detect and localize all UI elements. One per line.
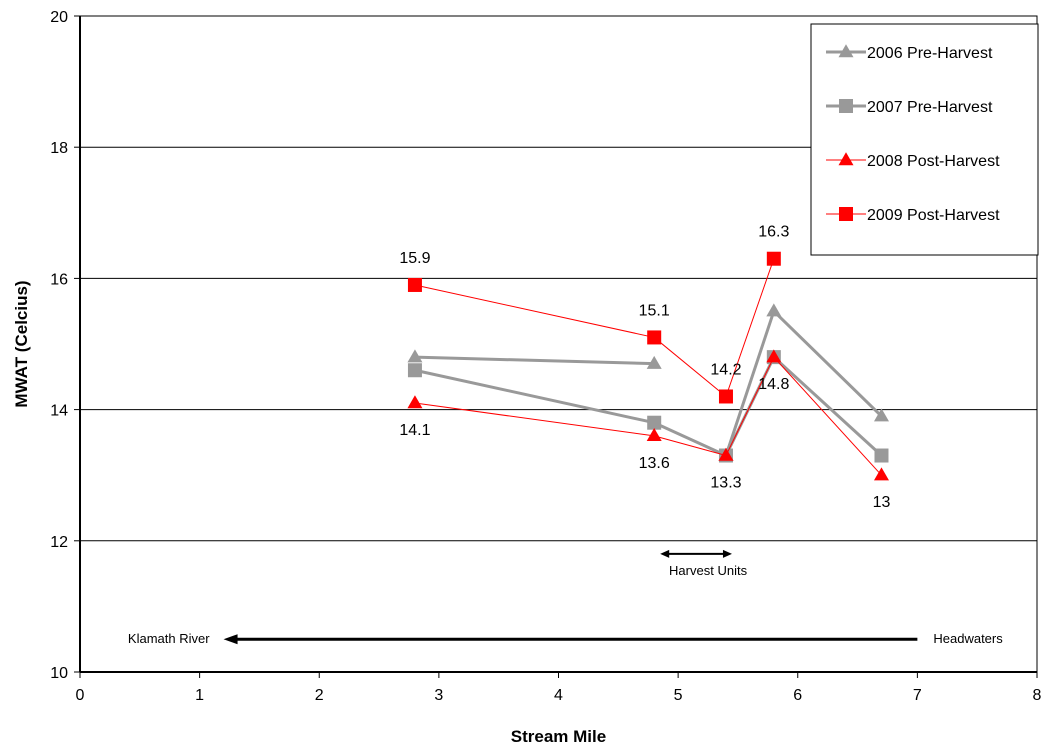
series-2-point-0 xyxy=(407,395,423,409)
series-3 xyxy=(407,251,781,404)
headwaters-label: Headwaters xyxy=(933,631,1003,646)
series-2-point-2 xyxy=(718,447,734,461)
series-2-point-3 xyxy=(766,349,782,363)
data-label-7: 13.3 xyxy=(710,475,741,492)
legend-label-1: 2007 Pre-Harvest xyxy=(867,99,993,116)
x-axis-ticks: 0 1 2 3 4 5 6 7 8 xyxy=(76,672,1042,704)
data-label-8: 13 xyxy=(873,494,891,511)
legend-label-3: 2009 Post-Harvest xyxy=(867,207,1000,224)
series-3-point-3 xyxy=(766,251,781,266)
y-tick-label-12: 12 xyxy=(50,534,68,551)
series-3-segment-2 xyxy=(725,258,775,397)
legend-item-1: 2007 Pre-Harvest xyxy=(826,99,993,116)
y-tick-label-16: 16 xyxy=(50,271,68,288)
x-tick-label-6: 6 xyxy=(793,687,802,704)
x-tick-label-8: 8 xyxy=(1033,687,1042,704)
series-3-point-2 xyxy=(718,389,733,404)
x-tick-label-3: 3 xyxy=(434,687,443,704)
series-1-point-0 xyxy=(407,363,422,378)
series-1-segment-1 xyxy=(653,421,727,457)
series-0-segment-0 xyxy=(414,355,655,366)
annotations: Harvest Units Headwaters Klamath River xyxy=(128,549,1003,646)
x-axis-title: Stream Mile xyxy=(511,727,606,746)
series-0 xyxy=(407,303,889,461)
series-3-segment-1 xyxy=(653,337,727,397)
data-label-2: 14.2 xyxy=(710,361,741,378)
data-label-4: 14.8 xyxy=(758,376,789,393)
series-3-point-1 xyxy=(647,330,662,345)
series-2-point-4 xyxy=(873,467,889,481)
legend-item-3: 2009 Post-Harvest xyxy=(826,207,1000,224)
x-tick-label-5: 5 xyxy=(674,687,683,704)
series-2-point-1 xyxy=(646,428,662,442)
series-2-segment-1 xyxy=(654,435,727,457)
harvest-units-arrow-right-head xyxy=(722,549,732,558)
series-0-point-3 xyxy=(766,303,782,317)
data-labels: 15.9 15.1 14.2 16.3 14.8 14.1 13.6 13.3 13 xyxy=(399,224,890,511)
series-2 xyxy=(407,349,889,481)
legend-label-0: 2006 Pre-Harvest xyxy=(867,45,993,62)
legend-swatch-marker-2 xyxy=(838,152,854,166)
series-1-point-4 xyxy=(874,448,889,463)
series-1-point-1 xyxy=(647,415,662,430)
flow-arrow-head xyxy=(223,634,238,645)
y-tick-label-14: 14 xyxy=(50,403,68,420)
y-tick-label-10: 10 xyxy=(50,665,68,682)
x-tick-label-4: 4 xyxy=(554,687,563,704)
y-tick-label-18: 18 xyxy=(50,140,68,157)
legend-label-2: 2008 Post-Harvest xyxy=(867,153,1000,170)
harvest-units-arrow-left-head xyxy=(660,549,670,558)
series-0-segment-1 xyxy=(724,310,776,456)
legend: 2006 Pre-Harvest 2007 Pre-Harvest 2008 Pos… xyxy=(810,23,1039,256)
legend-item-2: 2008 Post-Harvest xyxy=(826,152,1000,170)
data-label-3: 16.3 xyxy=(758,224,789,241)
series-2-segment-3 xyxy=(773,356,882,476)
y-tick-label-20: 20 xyxy=(50,9,68,26)
series-3-point-0 xyxy=(407,277,422,292)
series-0-segment-2 xyxy=(772,310,883,418)
series-1-segment-0 xyxy=(414,368,655,425)
legend-swatch-marker-0 xyxy=(838,44,854,58)
data-label-1: 15.1 xyxy=(639,302,670,319)
x-tick-label-7: 7 xyxy=(913,687,922,704)
data-label-0: 15.9 xyxy=(399,250,430,267)
y-axis-title: MWAT (Celcius) xyxy=(12,280,31,407)
data-label-6: 13.6 xyxy=(639,455,670,472)
series-0-point-1 xyxy=(646,355,662,369)
x-tick-label-0: 0 xyxy=(76,687,85,704)
series-2-segment-0 xyxy=(414,402,655,437)
data-label-5: 14.1 xyxy=(399,422,430,439)
legend-swatch-marker-3 xyxy=(839,207,853,221)
series-3-segment-0 xyxy=(414,284,655,338)
series-group xyxy=(407,251,889,481)
x-tick-label-2: 2 xyxy=(315,687,324,704)
series-2-segment-2 xyxy=(725,356,775,456)
x-tick-label-1: 1 xyxy=(195,687,204,704)
harvest-units-label: Harvest Units xyxy=(669,563,748,578)
klamath-river-label: Klamath River xyxy=(128,631,210,646)
y-axis-ticks: 10 12 14 16 18 20 xyxy=(50,9,80,682)
legend-item-0: 2006 Pre-Harvest xyxy=(826,44,993,62)
series-1-segment-3 xyxy=(772,356,883,457)
legend-swatch-marker-1 xyxy=(839,99,853,113)
series-0-point-4 xyxy=(873,408,889,422)
series-0-point-0 xyxy=(407,349,423,363)
